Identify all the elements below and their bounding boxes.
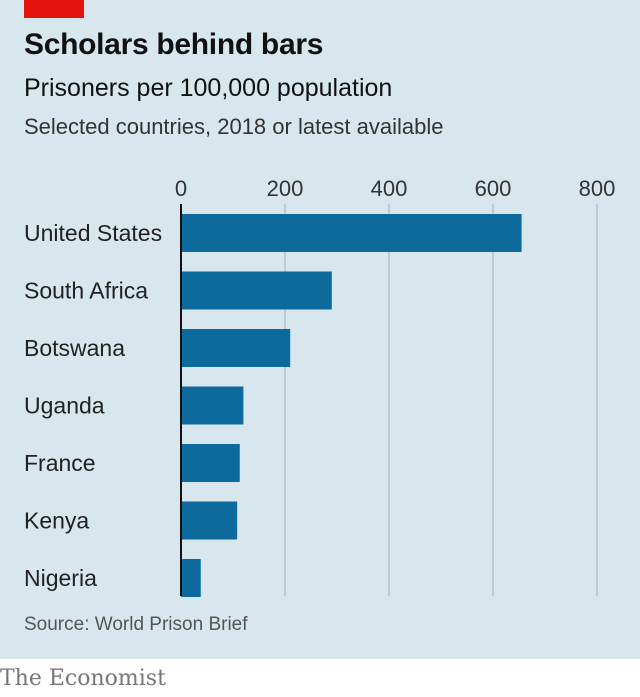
bar (181, 444, 240, 482)
bar (181, 214, 522, 252)
x-tick-label: 600 (475, 176, 512, 201)
category-label: Nigeria (24, 565, 97, 591)
bar-chart: 0 200 400 600 800 United States South Africa Bo… (24, 176, 616, 597)
x-tick-label: 200 (267, 176, 304, 201)
publisher-logo: The Economist (0, 666, 166, 691)
brand-accent-tag (24, 0, 84, 18)
chart-panel (0, 0, 640, 659)
bar (181, 386, 244, 425)
chart-note: Selected countries, 2018 or latest avail… (24, 114, 444, 139)
category-label: France (24, 450, 96, 476)
category-label: Kenya (24, 508, 89, 534)
bar (181, 329, 291, 367)
source-note: Source: World Prison Brief (24, 614, 248, 635)
category-label: Uganda (24, 393, 105, 419)
category-label: United States (24, 220, 162, 246)
x-tick-label: 0 (175, 176, 187, 201)
x-tick-label: 800 (579, 176, 616, 201)
x-tick-label: 400 (371, 176, 408, 201)
bar (181, 271, 332, 310)
bar (181, 559, 201, 597)
chart-title: Scholars behind bars (24, 28, 324, 61)
bar (181, 501, 238, 540)
chart-subtitle: Prisoners per 100,000 population (24, 74, 393, 102)
category-label: Botswana (24, 335, 125, 361)
category-label: South Africa (24, 278, 148, 304)
